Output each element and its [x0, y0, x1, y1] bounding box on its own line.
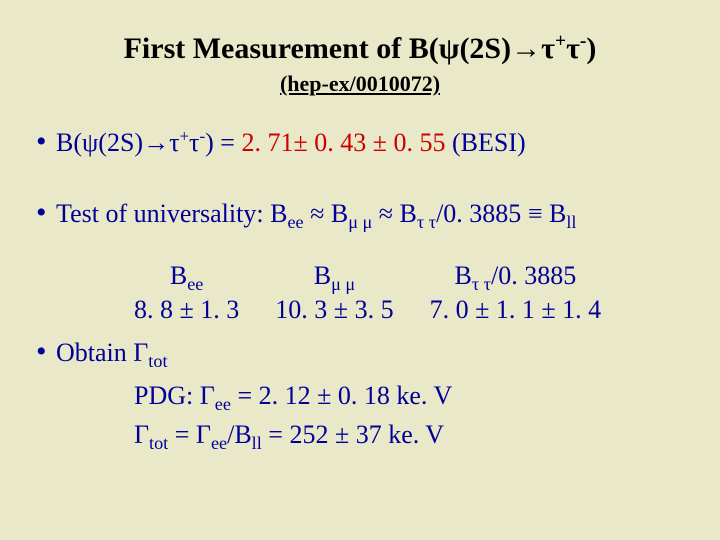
gamma-symbol: Γ	[134, 420, 149, 449]
sub-mumu: μ μ	[348, 212, 372, 232]
universality-table: Bee Bμ μ Bτ τ/0. 3885 8. 8 ± 1. 3 10. 3 …	[116, 261, 684, 325]
approx-icon: ≈ B	[372, 199, 417, 228]
sub: τ τ	[472, 274, 491, 294]
text: ) =	[205, 128, 241, 157]
sub-tot: tot	[149, 433, 168, 453]
gamma-tot-line: Γtot = Γee/Bll = 252 ± 37 ke. V	[134, 417, 684, 456]
gamma-symbol: Γ	[133, 338, 148, 367]
text: B(	[56, 128, 82, 157]
tau-symbol: τ	[566, 32, 580, 65]
text: = 252	[262, 420, 335, 449]
gamma-symbol: Γ	[196, 420, 211, 449]
cell-bee: 8. 8 ± 1. 3	[116, 295, 257, 325]
error: 0. 55	[387, 128, 446, 157]
title-close: )	[586, 32, 596, 65]
col-header-btautau: Bτ τ/0. 3885	[412, 261, 620, 295]
value: 8. 8	[134, 295, 180, 324]
text: (2S)	[98, 128, 143, 157]
tau-symbol: τ	[189, 128, 199, 157]
bullet-branching-ratio: • B(ψ(2S)→τ+τ-) = 2. 71± 0. 43 ± 0. 55 (…	[36, 125, 684, 160]
plusminus-icon: ±	[335, 420, 349, 449]
plusminus-icon: ±	[475, 295, 489, 324]
data-table: Bee Bμ μ Bτ τ/0. 3885 8. 8 ± 1. 3 10. 3 …	[116, 261, 619, 325]
value: 1. 4	[556, 295, 602, 324]
tau-symbol: τ	[541, 32, 555, 65]
plusminus-icon: ±	[373, 128, 387, 157]
bullet-content: Test of universality: Bee ≈ Bμ μ ≈ Bτ τ/…	[56, 196, 684, 235]
table-header-row: Bee Bμ μ Bτ τ/0. 3885	[116, 261, 619, 295]
psi-symbol: ψ	[82, 128, 98, 157]
bullet-content: Obtain Γtot	[56, 335, 684, 374]
value: 1. 1	[489, 295, 541, 324]
sub: ee	[187, 274, 203, 294]
text: B	[314, 261, 331, 290]
cell-btautau: 7. 0 ± 1. 1 ± 1. 4	[412, 295, 620, 325]
text: Obtain	[56, 338, 133, 367]
text: /0. 3885	[436, 199, 528, 228]
cell-bmumu: 10. 3 ± 3. 5	[257, 295, 411, 325]
sub-tautau: τ τ	[417, 212, 436, 232]
bullet-dot-icon: •	[36, 196, 56, 228]
pdg-line: PDG: Γee = 2. 12 ± 0. 18 ke. V	[134, 378, 684, 417]
value: 2. 71	[241, 128, 293, 157]
sub-ee: ee	[287, 212, 303, 232]
sub: μ μ	[331, 274, 355, 294]
col-header-bmumu: Bμ μ	[257, 261, 411, 295]
table-value-row: 8. 8 ± 1. 3 10. 3 ± 3. 5 7. 0 ± 1. 1 ± 1…	[116, 295, 619, 325]
sub-tot: tot	[148, 351, 167, 371]
bullet-dot-icon: •	[36, 125, 56, 157]
text: PDG:	[134, 381, 200, 410]
slide-title: First Measurement of B(ψ(2S)→τ+τ-)	[36, 30, 684, 67]
text: 37 ke. V	[349, 420, 444, 449]
arrow-icon: →	[511, 32, 541, 65]
error: 0. 43	[308, 128, 373, 157]
plusminus-icon: ±	[180, 295, 194, 324]
plusminus-icon: ±	[334, 295, 348, 324]
slide-subtitle: (hep-ex/0010072)	[36, 71, 684, 97]
title-state: (2S)	[459, 32, 511, 65]
plusminus-icon: ±	[317, 381, 331, 410]
plus-sup: +	[555, 31, 566, 52]
text: =	[168, 420, 196, 449]
sub-ee: ee	[211, 433, 227, 453]
text: /0. 3885	[491, 261, 576, 290]
text: /B	[227, 420, 252, 449]
title-text-1: First Measurement of B(	[124, 32, 439, 65]
plusminus-icon: ±	[293, 128, 307, 157]
approx-icon: ≈ B	[304, 199, 349, 228]
col-header-bee: Bee	[116, 261, 257, 295]
plus-sup: +	[180, 126, 190, 145]
gamma-symbol: Γ	[200, 381, 215, 410]
source-label: (BESI)	[446, 128, 526, 157]
slide: First Measurement of B(ψ(2S)→τ+τ-) (hep-…	[0, 0, 720, 540]
plusminus-icon: ±	[541, 295, 555, 324]
psi-symbol: ψ	[439, 32, 460, 65]
sub-ll: ll	[566, 212, 576, 232]
measured-value: 2. 71± 0. 43 ± 0. 55	[241, 128, 445, 157]
bullet-gamma-tot: • Obtain Γtot	[36, 335, 684, 374]
value: 3. 5	[348, 295, 394, 324]
text: 0. 18 ke. V	[331, 381, 452, 410]
text: B	[170, 261, 187, 290]
bullet-dot-icon: •	[36, 335, 56, 367]
identical-icon: ≡	[528, 199, 543, 228]
arrow-icon: →	[143, 128, 169, 157]
text: B	[542, 199, 566, 228]
text: = 2. 12	[231, 381, 317, 410]
sub-ll: ll	[252, 433, 262, 453]
text: Test of universality: B	[56, 199, 287, 228]
value: 10. 3	[275, 295, 334, 324]
text: B	[454, 261, 471, 290]
value: 7. 0	[430, 295, 476, 324]
tau-symbol: τ	[169, 128, 179, 157]
value: 1. 3	[194, 295, 240, 324]
bullet-content: B(ψ(2S)→τ+τ-) = 2. 71± 0. 43 ± 0. 55 (BE…	[56, 125, 684, 160]
bullet-universality: • Test of universality: Bee ≈ Bμ μ ≈ Bτ …	[36, 196, 684, 235]
sub-ee: ee	[215, 394, 231, 414]
